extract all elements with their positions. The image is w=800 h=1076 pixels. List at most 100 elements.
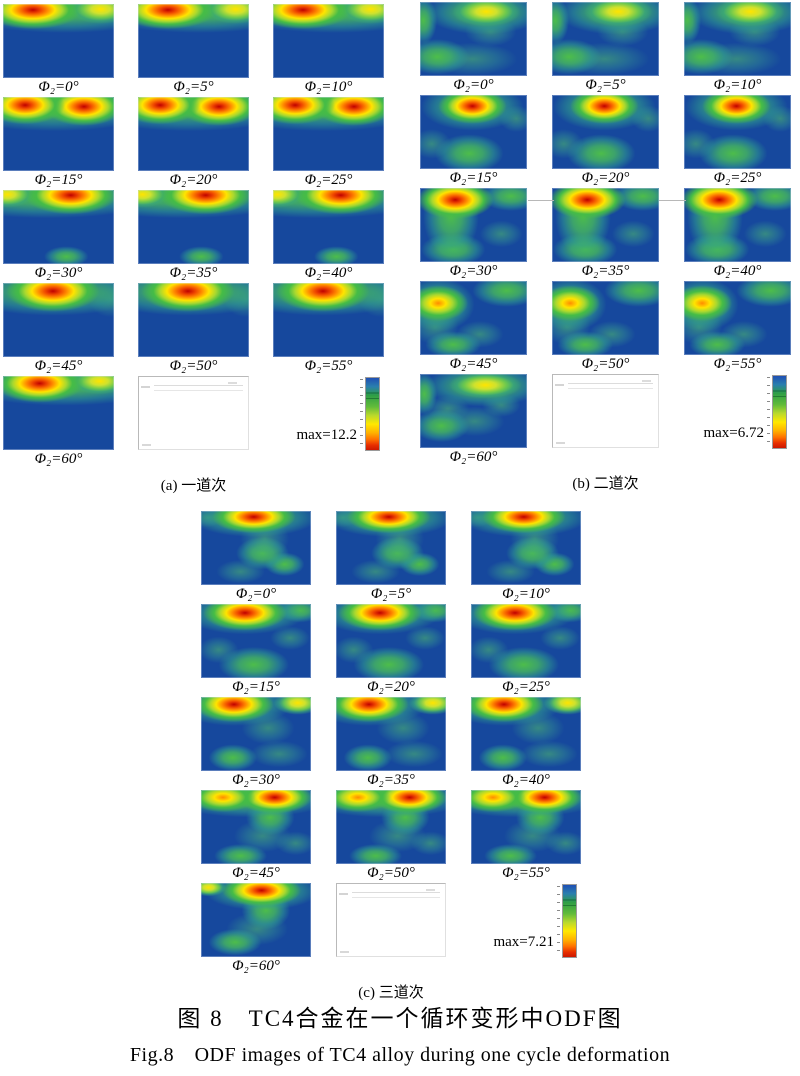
odf-contour-map bbox=[3, 283, 114, 357]
odf-map-cell: Φ₂=60° bbox=[3, 376, 114, 469]
phi2-label: Φ₂=10° bbox=[713, 77, 762, 93]
odf-contour-map bbox=[684, 95, 791, 169]
phi2-label: Φ₂=55° bbox=[304, 358, 353, 374]
odf-map-cell: Φ₂=0° bbox=[201, 511, 311, 604]
odf-contour-map bbox=[3, 97, 114, 171]
odf-contour-map bbox=[684, 2, 791, 76]
odf-map-cell: Φ₂=25° bbox=[684, 95, 791, 188]
odf-map-cell: Φ₂=40° bbox=[273, 190, 384, 283]
panel-a-one-pass: Φ₂=0° Φ₂=5° Φ₂=10° Φ₂=15° Φ₂=20° Φ₂=25° Φ₂=30°… bbox=[3, 4, 384, 495]
phi2-label: Φ₂=5° bbox=[370, 586, 412, 602]
phi2-label: Φ₂=15° bbox=[449, 170, 498, 186]
odf-map-cell: Φ₂=35° bbox=[138, 190, 249, 283]
phi2-label: Φ₂=10° bbox=[304, 79, 353, 95]
panel-a-grid: Φ₂=0° Φ₂=5° Φ₂=10° Φ₂=15° Φ₂=20° Φ₂=25° Φ₂=30°… bbox=[3, 4, 384, 469]
odf-contour-map bbox=[471, 511, 581, 585]
odf-map-cell: Φ₂=35° bbox=[552, 188, 659, 281]
odf-contour-map bbox=[336, 511, 446, 585]
odf-map-cell: Φ₂=55° bbox=[684, 281, 791, 374]
phi2-label: Φ₂=55° bbox=[713, 356, 762, 372]
odf-map-cell: Φ₂=50° bbox=[336, 790, 446, 883]
phi2-label: Φ₂=10° bbox=[502, 586, 550, 602]
odf-contour-map bbox=[684, 281, 791, 355]
odf-contour-map bbox=[273, 283, 384, 357]
odf-contour-map bbox=[471, 604, 581, 678]
odf-contour-map bbox=[201, 604, 311, 678]
odf-map-cell: Φ₂=30° bbox=[201, 697, 311, 790]
figure-caption-english: Fig.8 ODF images of TC4 alloy during one… bbox=[129, 1044, 671, 1066]
phi2-label: Φ₂=15° bbox=[232, 679, 280, 695]
odf-map-cell: Φ₂=15° bbox=[420, 95, 527, 188]
odf-contour-map bbox=[138, 4, 249, 78]
odf-map-cell: Φ₂=10° bbox=[471, 511, 581, 604]
phi2-label: Φ₂=30° bbox=[34, 265, 83, 281]
phi2-label: Φ₂=50° bbox=[367, 865, 415, 881]
phi2-label: Φ₂=5° bbox=[173, 79, 214, 95]
colorbar-ticks bbox=[767, 377, 770, 445]
odf-map-cell: Φ₂=5° bbox=[336, 511, 446, 604]
odf-map-cell: Φ₂=55° bbox=[273, 283, 384, 376]
odf-map-cell: Φ₂=45° bbox=[420, 281, 527, 374]
odf-contour-map bbox=[336, 790, 446, 864]
odf-map-cell: Φ₂=30° bbox=[420, 188, 527, 281]
colorbar-cell: max=7.21 bbox=[471, 883, 581, 976]
odf-contour-map bbox=[273, 4, 384, 78]
odf-contour-map bbox=[3, 190, 114, 264]
phi2-label: Φ₂=45° bbox=[232, 865, 280, 881]
odf-map-cell: Φ₂=25° bbox=[273, 97, 384, 190]
odf-map-cell: Φ₂=20° bbox=[138, 97, 249, 190]
odf-map-cell: Φ₂=0° bbox=[3, 4, 114, 97]
odf-map-cell: Φ₂=40° bbox=[471, 697, 581, 790]
odf-map-cell: Φ₂=45° bbox=[3, 283, 114, 376]
colorbar-cell: max=6.72 bbox=[684, 374, 791, 467]
odf-contour-map bbox=[552, 188, 659, 262]
colorbar-ticks bbox=[360, 379, 363, 447]
odf-contour-map bbox=[420, 188, 527, 262]
odf-contour-map bbox=[3, 376, 114, 450]
phi2-label: Φ₂=35° bbox=[367, 772, 415, 788]
empty-legend-frame bbox=[336, 883, 446, 957]
phi2-label: Φ₂=20° bbox=[581, 170, 630, 186]
phi2-label: Φ₂=20° bbox=[367, 679, 415, 695]
odf-map-cell: Φ₂=20° bbox=[336, 604, 446, 697]
odf-map-cell: Φ₂=40° bbox=[684, 188, 791, 281]
phi2-label: Φ₂=50° bbox=[581, 356, 630, 372]
phi2-label: Φ₂=60° bbox=[34, 451, 83, 467]
colorbar bbox=[365, 377, 380, 451]
empty-legend-frame bbox=[552, 374, 659, 448]
max-value-label: max=7.21 bbox=[493, 934, 554, 950]
phi2-label: Φ₂=25° bbox=[502, 679, 550, 695]
odf-contour-map bbox=[138, 97, 249, 171]
phi2-label: Φ₂=15° bbox=[34, 172, 83, 188]
phi2-label: Φ₂=25° bbox=[713, 170, 762, 186]
odf-contour-map bbox=[471, 697, 581, 771]
odf-contour-map bbox=[273, 190, 384, 264]
odf-contour-map bbox=[420, 281, 527, 355]
odf-contour-map bbox=[3, 4, 114, 78]
odf-contour-map bbox=[138, 190, 249, 264]
odf-map-cell: Φ₂=0° bbox=[420, 2, 527, 95]
odf-map-cell: Φ₂=60° bbox=[420, 374, 527, 467]
odf-map-cell: Φ₂=5° bbox=[552, 2, 659, 95]
scan-artifact-line bbox=[528, 200, 554, 201]
odf-map-cell: Φ₂=30° bbox=[3, 190, 114, 283]
odf-contour-map bbox=[552, 95, 659, 169]
phi2-label: Φ₂=60° bbox=[449, 449, 498, 465]
phi2-label: Φ₂=0° bbox=[235, 586, 277, 602]
phi2-label: Φ₂=5° bbox=[585, 77, 626, 93]
odf-contour-map bbox=[552, 281, 659, 355]
colorbar-ticks bbox=[557, 886, 560, 954]
panel-b-caption: (b) 二道次 bbox=[572, 476, 639, 492]
colorbar-cell: max=12.2 bbox=[273, 376, 384, 469]
odf-map-cell: Φ₂=25° bbox=[471, 604, 581, 697]
odf-map-cell: Φ₂=15° bbox=[201, 604, 311, 697]
panel-c-three-pass: Φ₂=0° Φ₂=5° Φ₂=10° Φ₂=15° Φ₂=20° Φ₂=25° Φ₂=30°… bbox=[201, 511, 581, 1002]
panel-a-caption: (a) 一道次 bbox=[160, 478, 227, 494]
phi2-label: Φ₂=45° bbox=[34, 358, 83, 374]
odf-map-cell: Φ₂=55° bbox=[471, 790, 581, 883]
phi2-label: Φ₂=35° bbox=[169, 265, 218, 281]
odf-contour-map bbox=[138, 283, 249, 357]
colorbar bbox=[772, 375, 787, 449]
phi2-label: Φ₂=40° bbox=[304, 265, 353, 281]
